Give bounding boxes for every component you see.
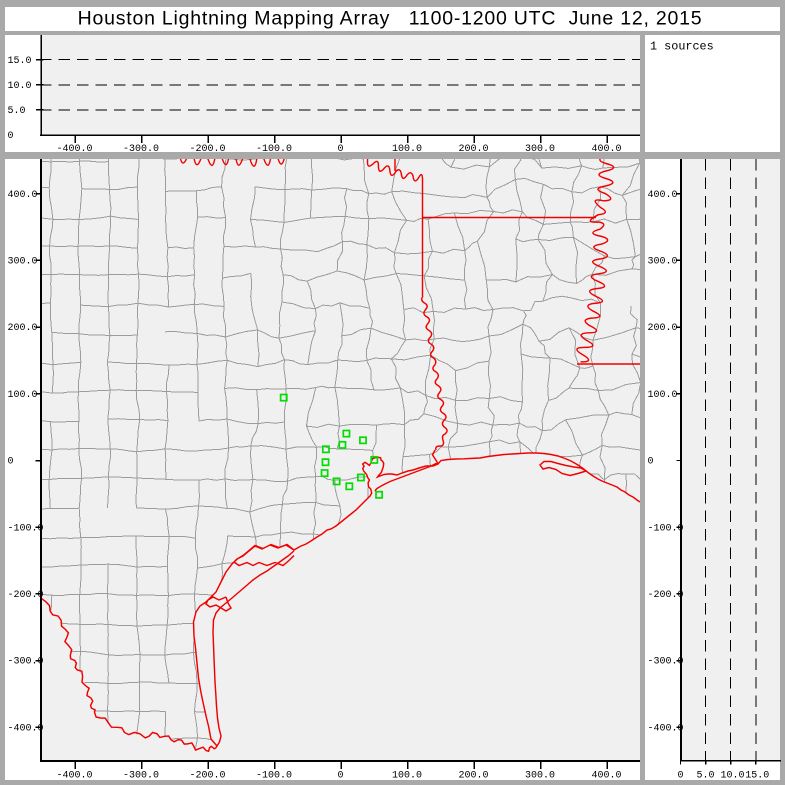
svg-text:400.0: 400.0	[591, 770, 621, 781]
svg-text:-300.0: -300.0	[123, 770, 159, 781]
svg-text:400.0: 400.0	[648, 190, 678, 201]
svg-text:Houston Lightning Mapping Arra: Houston Lightning Mapping Array 1100-120…	[78, 7, 703, 29]
svg-text:-200.0: -200.0	[648, 590, 684, 601]
svg-text:5.0: 5.0	[696, 770, 714, 781]
svg-text:10.0: 10.0	[8, 81, 32, 92]
svg-text:-100.0: -100.0	[256, 144, 292, 155]
svg-text:100.0: 100.0	[8, 390, 38, 401]
svg-text:400.0: 400.0	[8, 190, 38, 201]
svg-text:-100.0: -100.0	[256, 770, 292, 781]
svg-text:200.0: 200.0	[458, 144, 488, 155]
svg-text:1 sources: 1 sources	[650, 39, 714, 53]
svg-text:300.0: 300.0	[525, 770, 555, 781]
svg-text:-400.0: -400.0	[56, 144, 92, 155]
svg-text:-300.0: -300.0	[648, 657, 684, 668]
svg-text:-300.0: -300.0	[8, 657, 44, 668]
svg-text:0: 0	[337, 144, 343, 155]
svg-text:5.0: 5.0	[8, 106, 26, 117]
svg-text:0: 0	[648, 457, 654, 468]
svg-text:-400.0: -400.0	[8, 723, 44, 734]
svg-text:-100.0: -100.0	[648, 523, 684, 534]
svg-text:300.0: 300.0	[648, 257, 678, 268]
svg-text:0: 0	[8, 131, 14, 142]
svg-text:15.0: 15.0	[8, 56, 32, 67]
svg-text:-200.0: -200.0	[189, 144, 225, 155]
svg-text:0: 0	[337, 770, 343, 781]
svg-text:-200.0: -200.0	[8, 590, 44, 601]
svg-text:-100.0: -100.0	[8, 523, 44, 534]
svg-text:400.0: 400.0	[591, 144, 621, 155]
svg-text:200.0: 200.0	[8, 323, 38, 334]
svg-text:-300.0: -300.0	[123, 144, 159, 155]
svg-text:15.0: 15.0	[745, 770, 769, 781]
svg-text:-400.0: -400.0	[56, 770, 92, 781]
svg-text:200.0: 200.0	[648, 323, 678, 334]
svg-text:300.0: 300.0	[8, 257, 38, 268]
svg-text:10.0: 10.0	[720, 770, 744, 781]
svg-text:100.0: 100.0	[392, 770, 422, 781]
svg-text:-200.0: -200.0	[189, 770, 225, 781]
svg-text:-400.0: -400.0	[648, 723, 684, 734]
svg-text:100.0: 100.0	[392, 144, 422, 155]
svg-text:0: 0	[8, 457, 14, 468]
svg-text:300.0: 300.0	[525, 144, 555, 155]
svg-text:100.0: 100.0	[648, 390, 678, 401]
svg-text:200.0: 200.0	[458, 770, 488, 781]
svg-text:0: 0	[677, 770, 683, 781]
